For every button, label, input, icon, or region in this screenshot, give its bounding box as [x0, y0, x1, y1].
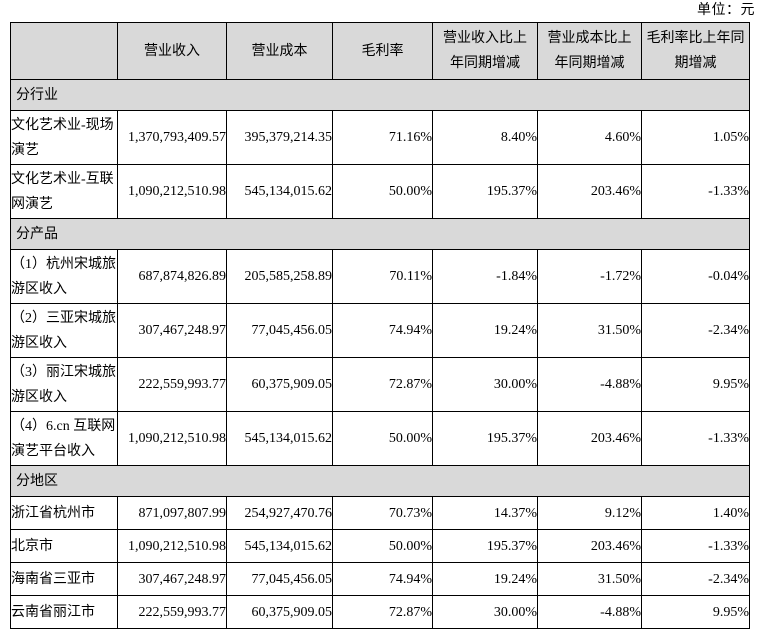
cell-revenue-yoy: 195.37%	[432, 164, 538, 219]
cell-margin-yoy: -0.04%	[641, 249, 750, 304]
cell-revenue: 871,097,807.99	[117, 496, 227, 530]
cell-revenue-yoy: 14.37%	[432, 496, 538, 530]
cell-margin-yoy: -1.33%	[641, 411, 750, 466]
table-row: （4）6.cn 互联网演艺平台收入 1,090,212,510.98 545,1…	[10, 411, 750, 466]
cell-margin-yoy: 9.95%	[641, 357, 750, 412]
table-row: 浙江省杭州市 871,097,807.99 254,927,470.76 70.…	[10, 496, 750, 530]
cell-margin-yoy: -1.33%	[641, 164, 750, 219]
table-row: 文化艺术业-现场演艺 1,370,793,409.57 395,379,214.…	[10, 110, 750, 165]
cell-gross-margin: 74.94%	[332, 562, 433, 596]
cell-cost: 60,375,909.05	[226, 595, 333, 629]
section-label: 分行业	[10, 79, 750, 111]
section-row-product: 分产品	[10, 218, 750, 250]
cell-margin-yoy: -2.34%	[641, 562, 750, 596]
cell-gross-margin: 72.87%	[332, 595, 433, 629]
cell-revenue-yoy: 19.24%	[432, 562, 538, 596]
cell-cost: 254,927,470.76	[226, 496, 333, 530]
financial-breakdown-table: 营业收入 营业成本 毛利率 营业收入比上年同期增减 营业成本比上年同期增减 毛利…	[10, 22, 750, 629]
col-header-gross-margin: 毛利率	[332, 22, 433, 80]
row-label: 文化艺术业-现场演艺	[10, 110, 118, 165]
row-label: 海南省三亚市	[10, 562, 118, 596]
cell-cost: 77,045,456.05	[226, 303, 333, 358]
cell-margin-yoy: -2.34%	[641, 303, 750, 358]
cell-revenue-yoy: -1.84%	[432, 249, 538, 304]
section-label: 分地区	[10, 465, 750, 497]
row-label: （4）6.cn 互联网演艺平台收入	[10, 411, 118, 466]
row-label: 云南省丽江市	[10, 595, 118, 629]
cell-cost-yoy: 31.50%	[537, 303, 642, 358]
cell-revenue-yoy: 30.00%	[432, 357, 538, 412]
cell-gross-margin: 72.87%	[332, 357, 433, 412]
cell-revenue: 222,559,993.77	[117, 357, 227, 412]
cell-cost-yoy: 9.12%	[537, 496, 642, 530]
section-row-industry: 分行业	[10, 79, 750, 111]
unit-label: 单位：元	[697, 3, 755, 18]
cell-revenue: 1,090,212,510.98	[117, 529, 227, 563]
table-row: 北京市 1,090,212,510.98 545,134,015.62 50.0…	[10, 529, 750, 563]
col-header-revenue-yoy: 营业收入比上年同期增减	[432, 22, 538, 80]
col-header-revenue: 营业收入	[117, 22, 227, 80]
row-label: 浙江省杭州市	[10, 496, 118, 530]
cell-margin-yoy: 1.40%	[641, 496, 750, 530]
cell-cost: 77,045,456.05	[226, 562, 333, 596]
cell-cost: 205,585,258.89	[226, 249, 333, 304]
section-label: 分产品	[10, 218, 750, 250]
cell-cost: 395,379,214.35	[226, 110, 333, 165]
cell-revenue-yoy: 8.40%	[432, 110, 538, 165]
col-header-empty	[10, 22, 118, 80]
col-header-cost: 营业成本	[226, 22, 333, 80]
table-header-row: 营业收入 营业成本 毛利率 营业收入比上年同期增减 营业成本比上年同期增减 毛利…	[10, 22, 750, 80]
col-header-cost-yoy: 营业成本比上年同期增减	[537, 22, 642, 80]
cell-revenue: 307,467,248.97	[117, 303, 227, 358]
row-label: （2）三亚宋城旅游区收入	[10, 303, 118, 358]
cell-revenue: 1,370,793,409.57	[117, 110, 227, 165]
cell-margin-yoy: -1.33%	[641, 529, 750, 563]
table-row: （1）杭州宋城旅游区收入 687,874,826.89 205,585,258.…	[10, 249, 750, 304]
cell-cost-yoy: 203.46%	[537, 529, 642, 563]
cell-revenue-yoy: 30.00%	[432, 595, 538, 629]
cell-cost-yoy: -4.88%	[537, 357, 642, 412]
table-row: 云南省丽江市 222,559,993.77 60,375,909.05 72.8…	[10, 595, 750, 629]
cell-gross-margin: 70.11%	[332, 249, 433, 304]
cell-revenue: 687,874,826.89	[117, 249, 227, 304]
cell-cost-yoy: -4.88%	[537, 595, 642, 629]
cell-gross-margin: 71.16%	[332, 110, 433, 165]
cell-cost-yoy: -1.72%	[537, 249, 642, 304]
cell-margin-yoy: 9.95%	[641, 595, 750, 629]
cell-cost-yoy: 4.60%	[537, 110, 642, 165]
table-row: 文化艺术业-互联网演艺 1,090,212,510.98 545,134,015…	[10, 164, 750, 219]
cell-revenue-yoy: 19.24%	[432, 303, 538, 358]
cell-cost-yoy: 203.46%	[537, 411, 642, 466]
cell-margin-yoy: 1.05%	[641, 110, 750, 165]
cell-gross-margin: 50.00%	[332, 529, 433, 563]
row-label: 北京市	[10, 529, 118, 563]
table-row: 海南省三亚市 307,467,248.97 77,045,456.05 74.9…	[10, 562, 750, 596]
cell-cost: 60,375,909.05	[226, 357, 333, 412]
table-row: （2）三亚宋城旅游区收入 307,467,248.97 77,045,456.0…	[10, 303, 750, 358]
cell-gross-margin: 50.00%	[332, 411, 433, 466]
cell-gross-margin: 50.00%	[332, 164, 433, 219]
cell-revenue-yoy: 195.37%	[432, 411, 538, 466]
cell-cost-yoy: 203.46%	[537, 164, 642, 219]
cell-revenue: 222,559,993.77	[117, 595, 227, 629]
cell-cost: 545,134,015.62	[226, 164, 333, 219]
cell-cost: 545,134,015.62	[226, 411, 333, 466]
row-label: （1）杭州宋城旅游区收入	[10, 249, 118, 304]
section-row-region: 分地区	[10, 465, 750, 497]
col-header-margin-yoy: 毛利率比上年同期增减	[641, 22, 750, 80]
cell-revenue: 307,467,248.97	[117, 562, 227, 596]
row-label: （3）丽江宋城旅游区收入	[10, 357, 118, 412]
cell-revenue: 1,090,212,510.98	[117, 411, 227, 466]
row-label: 文化艺术业-互联网演艺	[10, 164, 118, 219]
cell-revenue-yoy: 195.37%	[432, 529, 538, 563]
cell-gross-margin: 70.73%	[332, 496, 433, 530]
cell-gross-margin: 74.94%	[332, 303, 433, 358]
cell-cost-yoy: 31.50%	[537, 562, 642, 596]
cell-cost: 545,134,015.62	[226, 529, 333, 563]
table-row: （3）丽江宋城旅游区收入 222,559,993.77 60,375,909.0…	[10, 357, 750, 412]
cell-revenue: 1,090,212,510.98	[117, 164, 227, 219]
